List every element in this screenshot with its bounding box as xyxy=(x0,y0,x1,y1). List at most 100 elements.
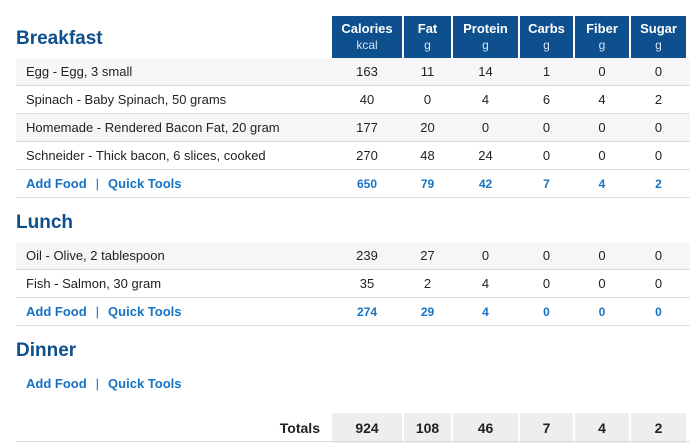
column-label: Protein xyxy=(463,21,508,36)
calories-value: 35 xyxy=(359,276,375,291)
protein-value: 4 xyxy=(481,276,490,291)
quick-tools-link[interactable]: Quick Tools xyxy=(108,376,182,391)
column-header-calories: Calories kcal xyxy=(332,16,402,58)
protein-subtotal: 42 xyxy=(478,177,493,191)
meal-title-dinner: Dinner xyxy=(16,340,77,361)
sugar-value: 0 xyxy=(654,248,663,263)
carbs-subtotal: 0 xyxy=(543,305,550,319)
carbs-total: 7 xyxy=(520,413,573,443)
food-name[interactable]: Schneider - Thick bacon, 6 slices, cooke… xyxy=(26,148,266,163)
fat-value: 48 xyxy=(420,148,435,163)
protein-value: 0 xyxy=(481,120,490,135)
meal-title-breakfast: Breakfast xyxy=(16,28,103,49)
action-separator: | xyxy=(95,376,100,391)
food-row[interactable]: Schneider - Thick bacon, 6 slices, cooke… xyxy=(16,142,690,170)
fat-value: 0 xyxy=(423,92,432,107)
column-header-fat: Fat g xyxy=(404,16,451,58)
carbs-subtotal: 7 xyxy=(543,177,550,191)
protein-value: 0 xyxy=(481,248,490,263)
column-label: Fat xyxy=(417,21,438,36)
food-name[interactable]: Spinach - Baby Spinach, 50 grams xyxy=(26,92,227,107)
quick-tools-link[interactable]: Quick Tools xyxy=(108,304,182,319)
add-food-link[interactable]: Add Food xyxy=(26,376,87,391)
meal-actions: Add Food | Quick Tools xyxy=(26,170,181,198)
protein-total: 46 xyxy=(453,413,518,443)
meal-subtotal-row: Add Food | Quick Tools 650 79 42 7 4 2 xyxy=(16,170,690,198)
carbs-value: 0 xyxy=(542,120,551,135)
fiber-total: 4 xyxy=(575,413,629,443)
food-name[interactable]: Egg - Egg, 3 small xyxy=(26,64,133,79)
calories-value: 177 xyxy=(356,120,378,135)
fat-subtotal: 29 xyxy=(420,305,435,319)
food-row[interactable]: Fish - Salmon, 30 gram 35 2 4 0 0 0 xyxy=(16,270,690,298)
sugar-subtotal: 2 xyxy=(655,177,662,191)
calories-value: 270 xyxy=(356,148,378,163)
meal-subtotal-row: Add Food | Quick Tools xyxy=(16,370,690,398)
column-unit: g xyxy=(598,38,606,52)
carbs-value: 0 xyxy=(542,148,551,163)
fat-total: 108 xyxy=(404,413,451,443)
column-unit: g xyxy=(482,38,489,52)
column-header-sugar: Sugar g xyxy=(631,16,686,58)
calories-subtotal: 274 xyxy=(356,305,378,319)
food-name[interactable]: Oil - Olive, 2 tablespoon xyxy=(26,248,165,263)
column-label: Fiber xyxy=(586,21,618,36)
fiber-value: 0 xyxy=(598,148,606,163)
carbs-value: 0 xyxy=(542,276,551,291)
column-unit: g xyxy=(543,38,550,52)
column-header-fiber: Fiber g xyxy=(575,16,629,58)
column-unit: g xyxy=(424,38,431,52)
add-food-link[interactable]: Add Food xyxy=(26,176,87,191)
column-label: Carbs xyxy=(528,21,565,36)
column-unit: g xyxy=(655,38,662,52)
calories-total: 924 xyxy=(332,413,402,443)
fiber-value: 0 xyxy=(598,248,606,263)
calories-value: 163 xyxy=(356,64,378,79)
sugar-total: 2 xyxy=(631,413,686,443)
sugar-subtotal: 0 xyxy=(655,305,662,319)
action-separator: | xyxy=(95,176,100,191)
fat-value: 11 xyxy=(420,64,435,79)
protein-value: 4 xyxy=(481,92,490,107)
sugar-value: 2 xyxy=(654,92,663,107)
food-row[interactable]: Homemade - Rendered Bacon Fat, 20 gram 1… xyxy=(16,114,690,142)
protein-value: 14 xyxy=(478,64,493,79)
carbs-value: 1 xyxy=(542,64,551,79)
meal-subtotal-row: Add Food | Quick Tools 274 29 4 0 0 0 xyxy=(16,298,690,326)
calories-value: 40 xyxy=(359,92,375,107)
sugar-value: 0 xyxy=(654,148,663,163)
food-name[interactable]: Fish - Salmon, 30 gram xyxy=(26,276,162,291)
food-name[interactable]: Homemade - Rendered Bacon Fat, 20 gram xyxy=(26,120,280,135)
protein-value: 24 xyxy=(478,148,493,163)
totals-label: Totals xyxy=(279,420,320,436)
quick-tools-link[interactable]: Quick Tools xyxy=(108,176,182,191)
action-separator: | xyxy=(95,304,100,319)
fiber-value: 0 xyxy=(598,120,606,135)
fiber-value: 0 xyxy=(598,276,606,291)
column-header-protein: Protein g xyxy=(453,16,518,58)
fat-value: 2 xyxy=(423,276,432,291)
column-label: Sugar xyxy=(640,21,677,36)
totals-divider xyxy=(16,441,690,442)
fiber-value: 0 xyxy=(598,64,606,79)
meal-title-lunch: Lunch xyxy=(16,212,73,233)
food-row[interactable]: Egg - Egg, 3 small 163 11 14 1 0 0 xyxy=(16,58,690,86)
column-header-carbs: Carbs g xyxy=(520,16,573,58)
fat-subtotal: 79 xyxy=(420,177,435,191)
column-label: Calories xyxy=(341,21,393,36)
column-unit: kcal xyxy=(356,38,378,52)
fat-value: 20 xyxy=(420,120,435,135)
add-food-link[interactable]: Add Food xyxy=(26,304,87,319)
fiber-subtotal: 0 xyxy=(598,305,606,319)
carbs-value: 0 xyxy=(542,248,551,263)
calories-subtotal: 650 xyxy=(356,177,378,191)
food-row[interactable]: Oil - Olive, 2 tablespoon 239 27 0 0 0 0 xyxy=(16,242,690,270)
fiber-subtotal: 4 xyxy=(598,177,606,191)
calories-value: 239 xyxy=(356,248,378,263)
protein-subtotal: 4 xyxy=(482,305,489,319)
meal-actions: Add Food | Quick Tools xyxy=(26,370,181,398)
fat-value: 27 xyxy=(420,248,435,263)
carbs-value: 6 xyxy=(542,92,551,107)
food-row[interactable]: Spinach - Baby Spinach, 50 grams 40 0 4 … xyxy=(16,86,690,114)
sugar-value: 0 xyxy=(654,120,663,135)
